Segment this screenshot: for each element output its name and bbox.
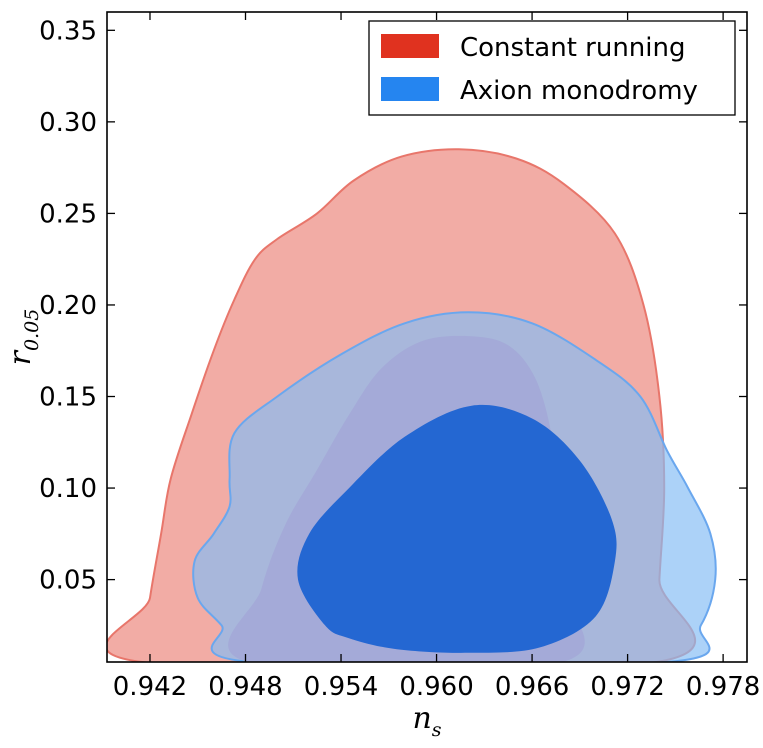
y-tick-label: 0.10 <box>39 474 97 504</box>
y-tick-label: 0.35 <box>39 16 97 46</box>
x-axis-label-sub: s <box>432 719 442 741</box>
y-axis-label-sub: 0.05 <box>21 309 43 351</box>
x-axis-label: ns <box>412 701 441 741</box>
x-axis: 0.942 0.948 0.954 0.960 0.966 0.972 0.978 <box>113 12 760 702</box>
y-tick-label: 0.25 <box>39 199 97 229</box>
x-axis-label-main: n <box>412 701 431 736</box>
y-tick-label: 0.20 <box>39 291 97 321</box>
legend: Constant running Axion monodromy <box>368 20 736 116</box>
contour-regions <box>107 148 717 662</box>
plot-frame <box>106 11 748 663</box>
y-tick-label: 0.30 <box>39 108 97 138</box>
x-tick-label: 0.972 <box>590 672 664 702</box>
legend-swatch-constant-running <box>381 34 439 58</box>
y-tick-label: 0.15 <box>39 383 97 413</box>
legend-label-constant-running: Constant running <box>460 33 685 63</box>
legend-label-axion-monodromy: Axion monodromy <box>460 76 698 106</box>
y-tick-label: 0.05 <box>39 566 97 596</box>
x-tick-label: 0.978 <box>686 672 760 702</box>
y-axis-label: r0.05 <box>3 309 43 366</box>
x-tick-label: 0.960 <box>399 672 473 702</box>
x-tick-label: 0.942 <box>113 672 187 702</box>
x-tick-label: 0.948 <box>208 672 282 702</box>
y-axis-label-main: r <box>3 349 38 365</box>
legend-swatch-axion-monodromy <box>381 77 439 101</box>
x-tick-label: 0.966 <box>495 672 569 702</box>
y-axis: 0.05 0.10 0.15 0.20 0.25 0.30 0.35 <box>39 16 747 596</box>
x-tick-label: 0.954 <box>304 672 378 702</box>
axion-monodromy-contour-68 <box>297 404 617 653</box>
